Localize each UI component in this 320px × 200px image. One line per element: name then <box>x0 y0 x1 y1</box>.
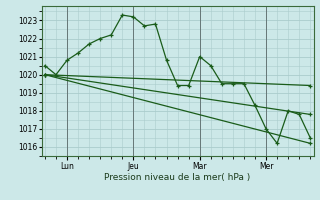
X-axis label: Pression niveau de la mer( hPa ): Pression niveau de la mer( hPa ) <box>104 173 251 182</box>
